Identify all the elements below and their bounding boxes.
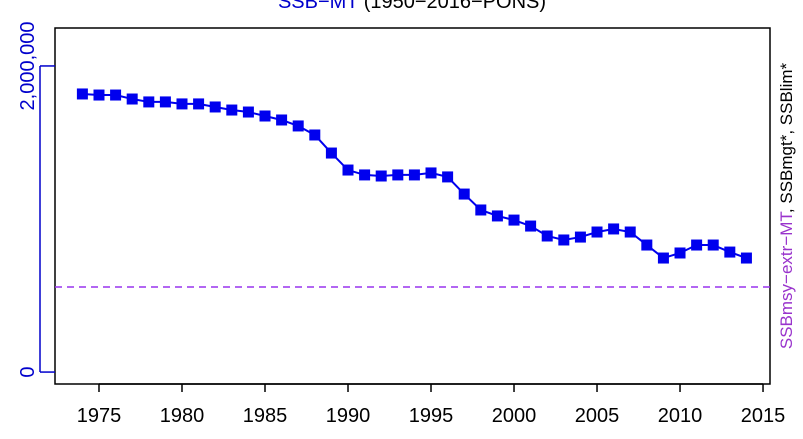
point xyxy=(375,170,387,182)
point xyxy=(209,101,221,113)
point xyxy=(491,210,503,222)
point xyxy=(76,88,88,100)
right-label-part: , SSBmgt*, SSBlim* xyxy=(777,62,796,213)
x-tick-label: 1975 xyxy=(77,405,122,427)
point xyxy=(342,164,354,176)
x-tick-label: 2005 xyxy=(575,405,620,427)
x-tick-label: 1980 xyxy=(160,405,205,427)
point xyxy=(309,129,321,141)
point xyxy=(276,114,288,126)
point xyxy=(259,110,271,122)
x-tick-label: 1990 xyxy=(326,405,371,427)
point xyxy=(126,93,138,105)
point xyxy=(740,252,752,264)
point xyxy=(541,230,553,242)
point xyxy=(608,223,620,235)
point xyxy=(657,252,669,264)
right-label: SSBmsy−extr−MT, SSBmgt*, SSBlim* xyxy=(777,62,796,349)
y-tick-label: 2,000,000 xyxy=(17,21,39,110)
point xyxy=(574,231,586,243)
point xyxy=(292,120,304,132)
x-tick-label: 1995 xyxy=(409,405,454,427)
point xyxy=(359,169,371,181)
point xyxy=(624,226,636,238)
y-tick-label: 0 xyxy=(17,366,39,377)
title-part: SSB−MT xyxy=(278,0,358,13)
point xyxy=(159,96,171,108)
right-label-part: SSBmsy−extr−MT xyxy=(777,212,796,350)
point xyxy=(176,98,188,110)
point xyxy=(143,96,155,108)
x-tick-label: 1985 xyxy=(243,405,288,427)
x-tick-label: 2015 xyxy=(741,405,786,427)
point xyxy=(691,239,703,251)
title-part: (1950−2016−PONS) xyxy=(358,0,546,13)
point xyxy=(408,169,420,181)
x-tick-label: 2000 xyxy=(492,405,537,427)
point xyxy=(641,239,653,251)
point xyxy=(525,220,537,232)
chart-title: SSB−MT (1950−2016−PONS) xyxy=(278,0,546,13)
point xyxy=(392,169,404,181)
point xyxy=(110,89,122,101)
point xyxy=(475,204,487,216)
plot-box xyxy=(54,27,771,385)
point xyxy=(674,247,686,259)
point xyxy=(558,234,570,246)
point xyxy=(707,239,719,251)
point xyxy=(508,214,520,226)
point xyxy=(591,226,603,238)
point xyxy=(226,104,238,116)
point xyxy=(193,98,205,110)
point xyxy=(425,167,437,179)
point xyxy=(724,246,736,258)
point xyxy=(93,89,105,101)
point xyxy=(325,147,337,159)
point xyxy=(242,106,254,118)
point xyxy=(458,188,470,200)
point xyxy=(442,171,454,183)
x-tick-label: 2010 xyxy=(658,405,703,427)
